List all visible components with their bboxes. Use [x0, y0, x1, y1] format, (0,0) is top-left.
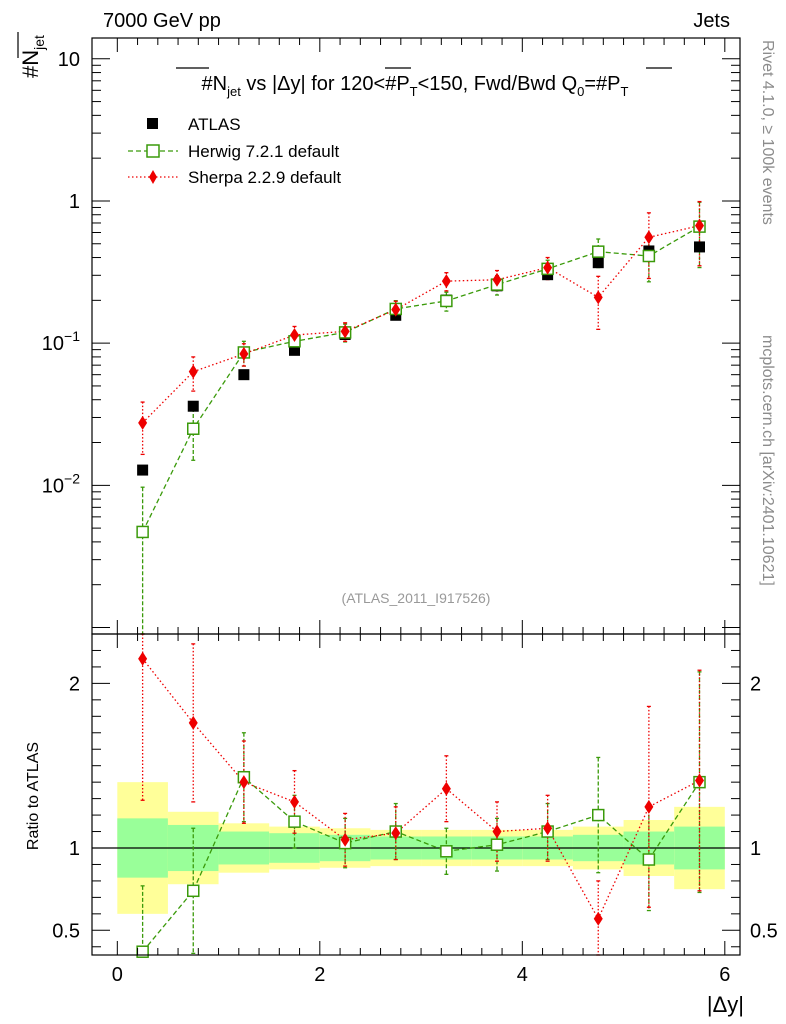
- x-tick-label: 6: [719, 964, 730, 986]
- sherpa-ratio-point: [492, 824, 502, 839]
- sherpa-ratio-point: [239, 775, 249, 790]
- sherpa-point: [695, 218, 704, 233]
- x-tick-label: 4: [517, 964, 528, 986]
- sherpa-ratio-point: [290, 794, 299, 809]
- herwig-ratio-point: [440, 845, 453, 858]
- atlas-point: [289, 344, 300, 356]
- atlas-point: [187, 400, 199, 412]
- sherpa-point: [492, 272, 502, 287]
- y-axis-label: #Njet: [18, 35, 47, 78]
- sherpa-point: [239, 346, 249, 361]
- sherpa-ratio-point: [543, 821, 553, 836]
- herwig-point: [592, 245, 605, 258]
- herwig-ratio-point: [592, 808, 605, 822]
- legend: ATLAS Herwig 7.2.1 default Sherpa 2.2.9 …: [128, 115, 341, 187]
- sherpa-ratio-point: [593, 911, 603, 926]
- ratio-tick-label-left: 2: [69, 673, 80, 695]
- y-tick-label: 10−1: [42, 328, 80, 355]
- y-tick-label: 10−2: [42, 470, 80, 497]
- analysis-watermark: (ATLAS_2011_I917526): [342, 590, 491, 606]
- ratio-tick-label-left: 0.5: [52, 920, 80, 942]
- y-tick-label: 1: [69, 191, 80, 213]
- chart-title: #Njet vs |Δy| for 120<#PT<150, Fwd/Bwd Q…: [202, 73, 629, 99]
- herwig-main-line: [142, 226, 700, 533]
- atlas-point: [592, 257, 604, 269]
- legend-marker-sherpa: [149, 170, 157, 184]
- axis-ticks: [92, 38, 740, 955]
- legend-marker-atlas: [147, 118, 158, 129]
- atlas-point: [137, 464, 149, 476]
- sherpa-ratio-line: [142, 658, 700, 921]
- header-left: 7000 GeV pp: [103, 10, 221, 32]
- sherpa-point: [644, 230, 654, 245]
- ratio-plot-frame: [91, 633, 741, 956]
- herwig-ratio-point: [642, 853, 656, 866]
- sherpa-ratio-point: [391, 826, 401, 841]
- legend-marker-herwig: [146, 144, 160, 158]
- legend-entry-herwig: Herwig 7.2.1 default: [128, 142, 339, 161]
- herwig-ratio-point: [490, 838, 504, 851]
- atlas-point: [238, 369, 250, 381]
- sherpa-ratio-point: [188, 715, 198, 730]
- sherpa-main-line: [142, 225, 700, 424]
- herwig-ratio-line: [142, 776, 701, 953]
- legend-label-sherpa: Sherpa 2.2.9 default: [188, 168, 341, 187]
- sherpa-ratio-point: [441, 781, 451, 796]
- header-right: Jets: [693, 10, 730, 32]
- x-axis-label: |Δy|: [707, 992, 744, 1017]
- atlas-point: [694, 241, 705, 253]
- sherpa-point: [543, 260, 553, 275]
- herwig-ratio-point: [288, 815, 301, 828]
- sherpa-ratio-point: [695, 773, 704, 788]
- ratio-y-axis-label: Ratio to ATLAS: [25, 742, 42, 850]
- sherpa-point: [441, 274, 451, 289]
- herwig-point: [642, 249, 656, 263]
- legend-entry-atlas: ATLAS: [147, 115, 241, 134]
- tick-labels: 0 2 4 6 10 1 10−1 10−2 0.5 0.5 1 1 2 2: [42, 49, 778, 986]
- ratio-tick-label-right: 1: [750, 838, 761, 860]
- sherpa-point: [188, 364, 198, 379]
- y-tick-label: 10: [58, 49, 80, 71]
- sherpa-point: [593, 290, 603, 305]
- sherpa-ratio-point: [138, 651, 148, 666]
- rivet-version-text: Rivet 4.1.0, ≥ 100k events: [759, 40, 776, 225]
- sherpa-point: [138, 415, 148, 430]
- sherpa-ratio-point: [644, 799, 654, 814]
- ratio-tick-label-right: 0.5: [750, 920, 778, 942]
- ratio-tick-label-right: 2: [750, 673, 761, 695]
- series-lines: [142, 225, 701, 953]
- herwig-point: [136, 525, 149, 539]
- data-markers: [136, 218, 706, 958]
- x-tick-label: 0: [112, 964, 123, 986]
- sherpa-point: [340, 324, 350, 339]
- x-tick-label: 2: [314, 964, 325, 986]
- legend-label-herwig: Herwig 7.2.1 default: [188, 142, 339, 161]
- sherpa-point: [290, 328, 299, 343]
- herwig-point: [187, 422, 200, 435]
- herwig-ratio-point: [187, 884, 200, 898]
- herwig-point: [440, 294, 453, 308]
- mcplots-reference-text: mcplots.cern.ch [arXiv:2401.10621]: [759, 335, 776, 586]
- sherpa-point: [391, 302, 401, 317]
- ratio-tick-label-left: 1: [69, 838, 80, 860]
- legend-label-atlas: ATLAS: [188, 115, 241, 134]
- legend-entry-sherpa: Sherpa 2.2.9 default: [128, 168, 341, 187]
- sherpa-ratio-point: [340, 832, 350, 847]
